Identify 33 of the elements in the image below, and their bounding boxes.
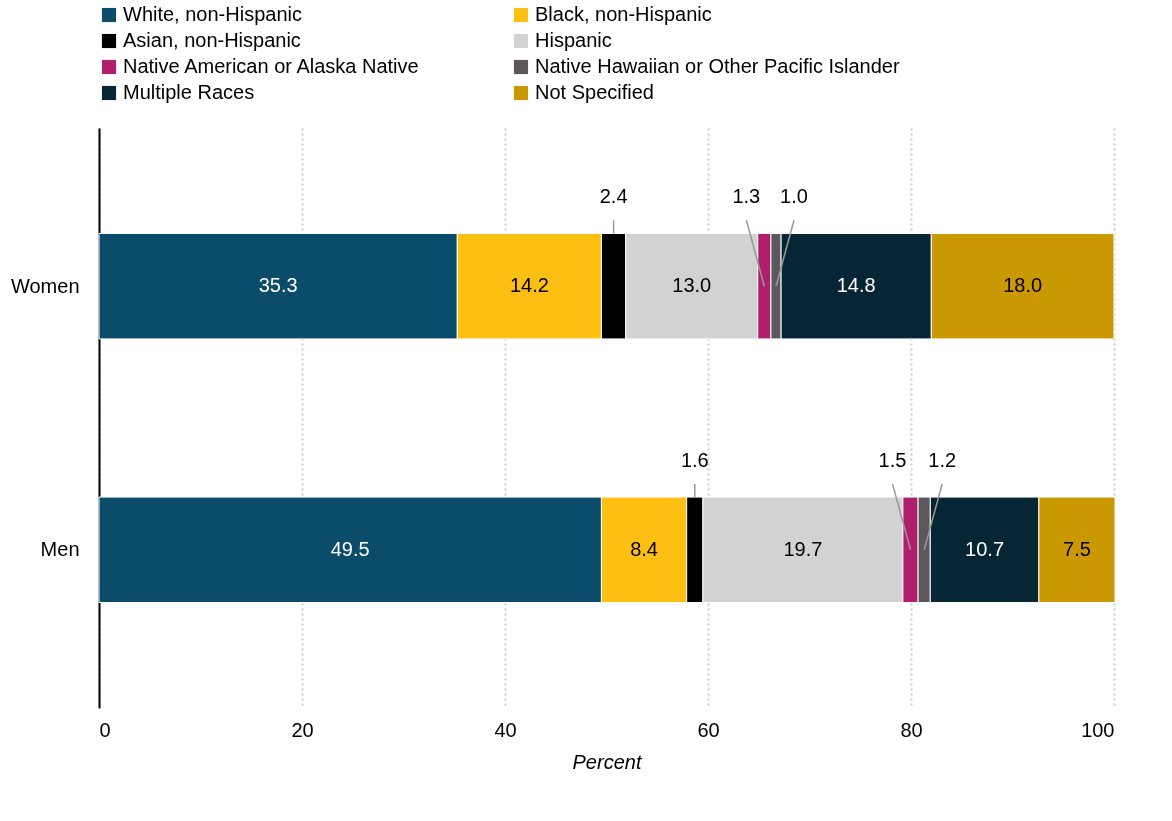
y-tick-label: Men	[40, 538, 80, 561]
data-label: 1.5	[878, 448, 907, 471]
y-tick-label: Women	[10, 274, 80, 297]
legend-label: Asian, non-Hispanic	[123, 29, 301, 51]
data-label: 35.3	[258, 274, 298, 297]
data-label: 1.6	[680, 448, 709, 471]
data-label: 49.5	[330, 537, 370, 560]
legend-label: Native Hawaiian or Other Pacific Islander	[535, 55, 900, 77]
data-label: 1.0	[780, 185, 808, 208]
data-label: 1.3	[732, 185, 761, 208]
data-label: 19.7	[783, 537, 823, 560]
data-label: 18.0	[1003, 274, 1043, 297]
data-label: 2.4	[599, 185, 628, 208]
data-label: 10.7	[965, 537, 1005, 560]
data-label: 14.2	[509, 274, 549, 297]
legend-label: Native American or Alaska Native	[123, 55, 419, 77]
legend-label: Black, non-Hispanic	[535, 3, 712, 25]
x-tick-label: 100	[1081, 718, 1115, 741]
data-label: 14.8	[836, 274, 876, 297]
legend-label: Not Specified	[535, 81, 654, 103]
data-label: 13.0	[672, 274, 712, 297]
legend-label: Multiple Races	[123, 81, 255, 103]
data-label: 1.2	[928, 448, 957, 471]
x-tick-label: 80	[900, 718, 923, 741]
x-tick-label: 20	[291, 718, 314, 741]
data-label: 8.4	[630, 537, 658, 560]
data-label: 7.5	[1063, 537, 1091, 560]
legend-label: White, non-Hispanic	[123, 3, 302, 25]
x-tick-label: 60	[697, 718, 720, 741]
x-tick-label: 0	[99, 718, 111, 741]
x-axis-title: Percent	[572, 750, 643, 773]
x-tick-label: 40	[494, 718, 517, 741]
legend-label: Hispanic	[535, 29, 612, 51]
